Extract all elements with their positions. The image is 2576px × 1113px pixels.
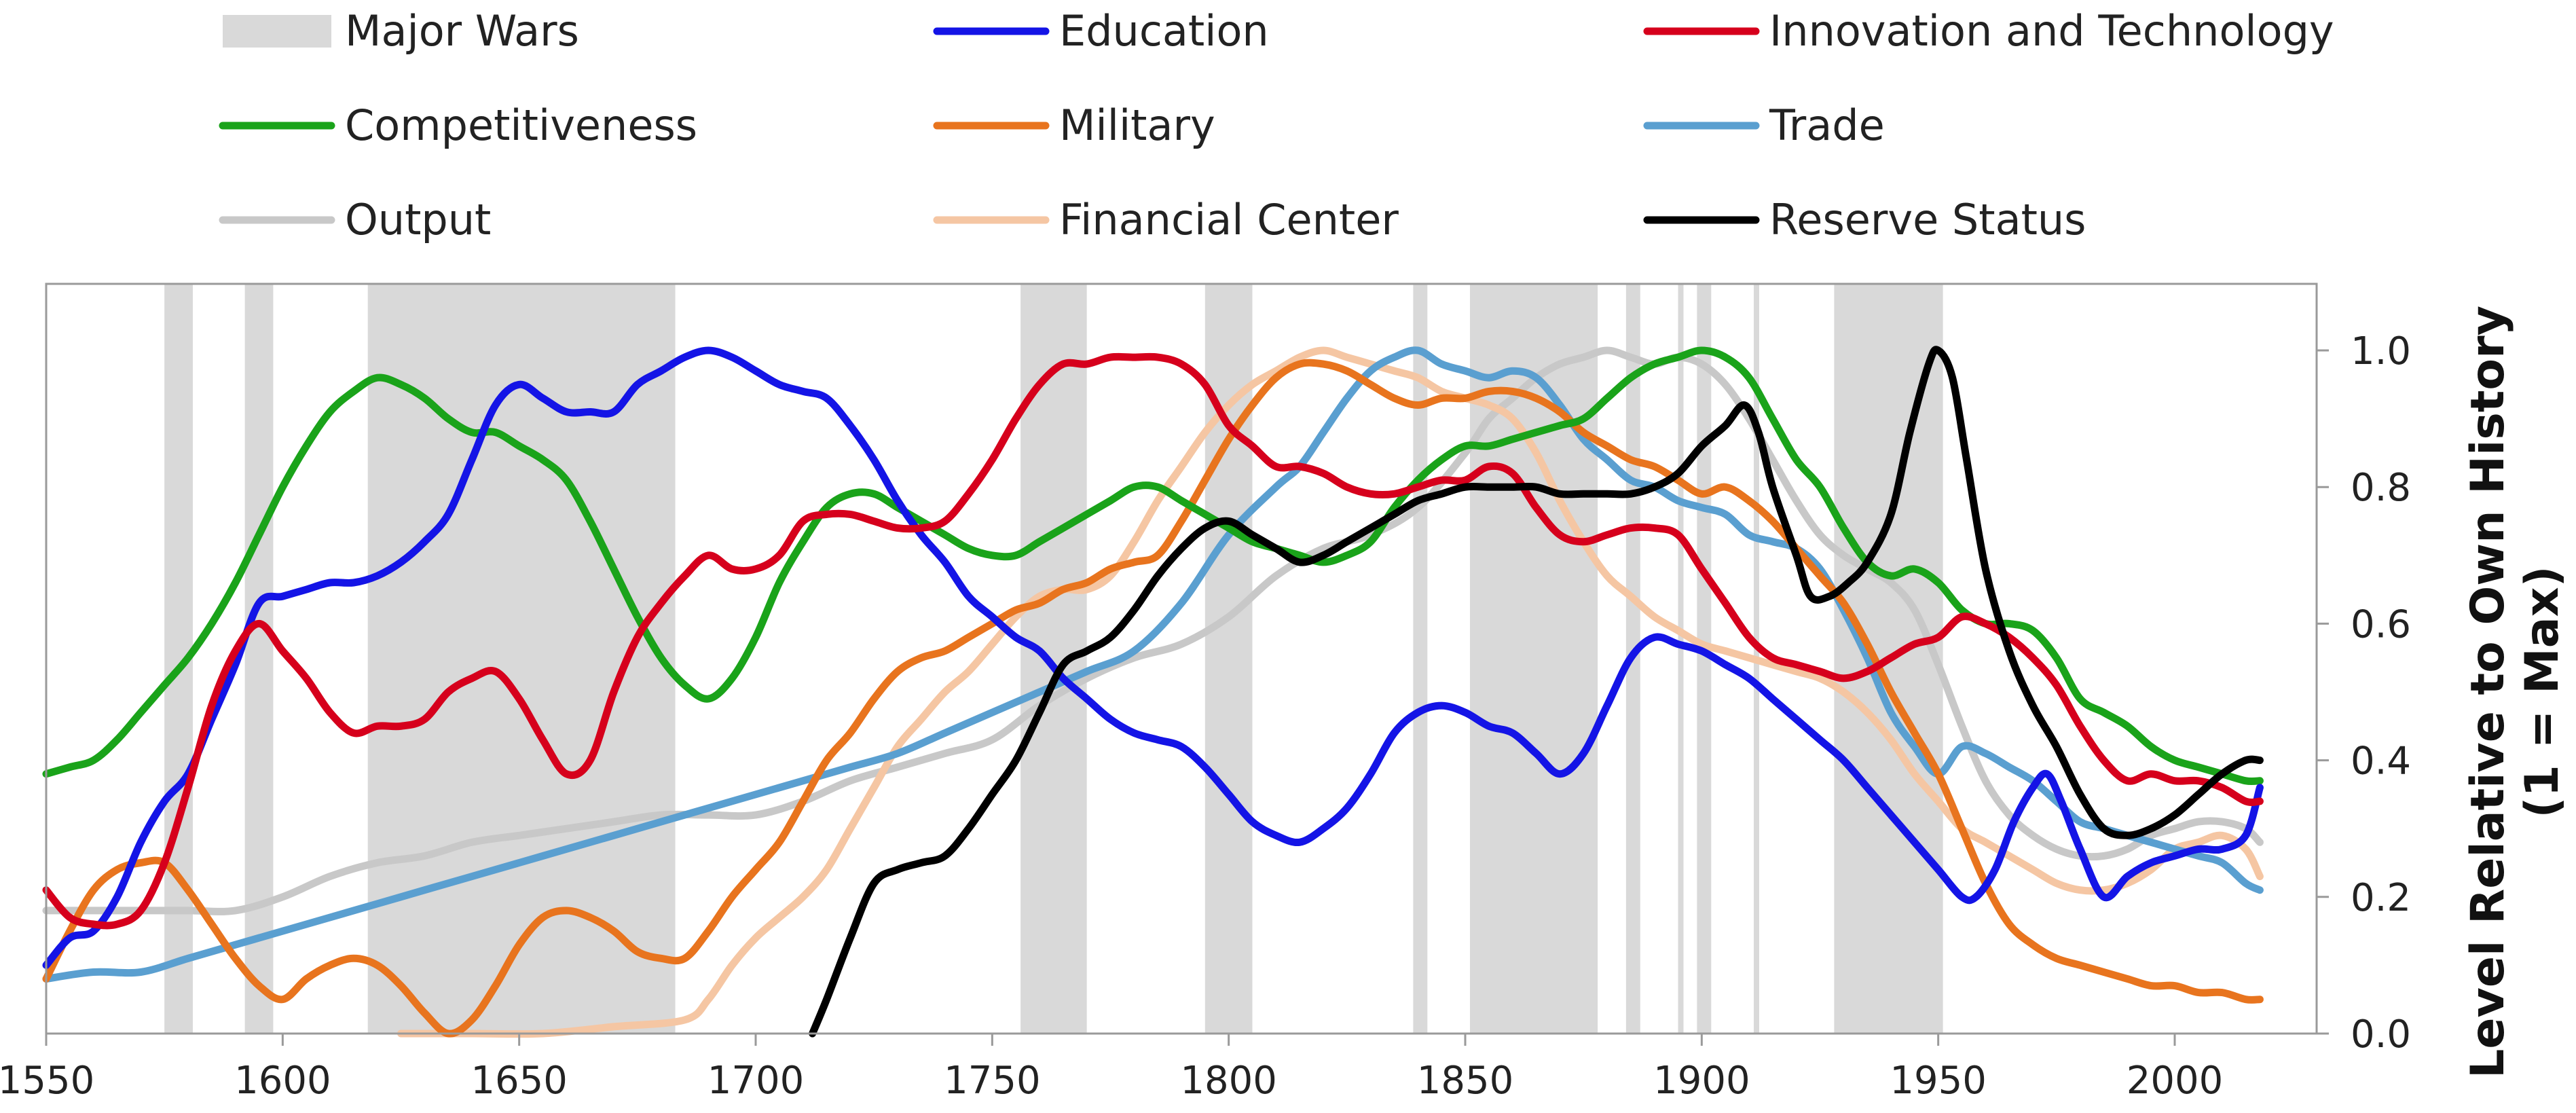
legend-label-military: Military: [1059, 101, 1215, 150]
series-line-financial-center: [397, 346, 2264, 1038]
y-tick-label-2: 0.4: [2351, 740, 2411, 784]
legend-label-trade: Trade: [1769, 101, 1885, 150]
x-tick-label-1550: 1550: [0, 1059, 94, 1103]
war-band-1839-1842: [1413, 284, 1428, 1034]
series-line-output: [42, 346, 2264, 915]
y-tick-label-1: 0.2: [2351, 876, 2411, 920]
y-axis: 0.0 0.2 0.4 0.6 0.8 1.0: [2317, 329, 2411, 1057]
x-tick-label-1650: 1650: [471, 1059, 568, 1103]
legend-label-major-wars: Major Wars: [345, 6, 579, 56]
series-line-education: [42, 346, 2264, 969]
legend-label-education: Education: [1059, 6, 1269, 56]
y-tick-label-4: 0.8: [2351, 466, 2411, 510]
war-band-1592-1598: [244, 284, 274, 1034]
series-line-reserve-status: [809, 346, 2264, 1038]
x-tick-label-1600: 1600: [234, 1059, 331, 1103]
x-axis: 1550 1600 1650 1700 1750 1800 1850 1900 1950 2000: [0, 1034, 2223, 1103]
x-tick-label-1700: 1700: [707, 1059, 805, 1103]
y-tick-label-0: 0.0: [2351, 1012, 2411, 1057]
war-band-1899-1902: [1697, 284, 1712, 1034]
series-lines: [42, 346, 2264, 1038]
major-wars-bands: [164, 284, 1943, 1034]
y-axis-label-line-2: (1 = Max): [2516, 566, 2569, 818]
x-tick-label-1950: 1950: [1890, 1059, 1987, 1103]
legend-label-financial-center: Financial Center: [1059, 195, 1399, 244]
legend-label-innovation-and-technology: Innovation and Technology: [1769, 6, 2334, 56]
legend-label-output: Output: [345, 195, 491, 244]
x-tick-label-1900: 1900: [1653, 1059, 1750, 1103]
x-tick-label-1850: 1850: [1417, 1059, 1514, 1103]
x-tick-label-1800: 1800: [1180, 1059, 1277, 1103]
series-line-trade: [42, 346, 2264, 983]
legend-swatch-major-wars: [223, 15, 331, 48]
series-line-military: [42, 359, 2264, 1038]
x-tick-label-1750: 1750: [944, 1059, 1041, 1103]
legend: Major Wars Education Innovation and Techno…: [219, 6, 2334, 244]
y-axis-label-line-1: Level Relative to Own History: [2461, 306, 2515, 1078]
legend-label-competitiveness: Competitiveness: [345, 101, 697, 150]
series-line-competitiveness: [42, 346, 2264, 786]
y-tick-label-3: 0.6: [2351, 602, 2411, 646]
legend-label-reserve-status: Reserve Status: [1769, 195, 2086, 244]
y-axis-label: Level Relative to Own History (1 = Max): [2461, 306, 2569, 1078]
series-line-innovation-and-technology: [42, 352, 2264, 930]
x-tick-label-2000: 2000: [2127, 1059, 2224, 1103]
plot-area-frame: [45, 282, 2318, 1035]
war-band-1895-1896: [1678, 284, 1684, 1034]
y-tick-label-5: 1.0: [2351, 329, 2411, 373]
